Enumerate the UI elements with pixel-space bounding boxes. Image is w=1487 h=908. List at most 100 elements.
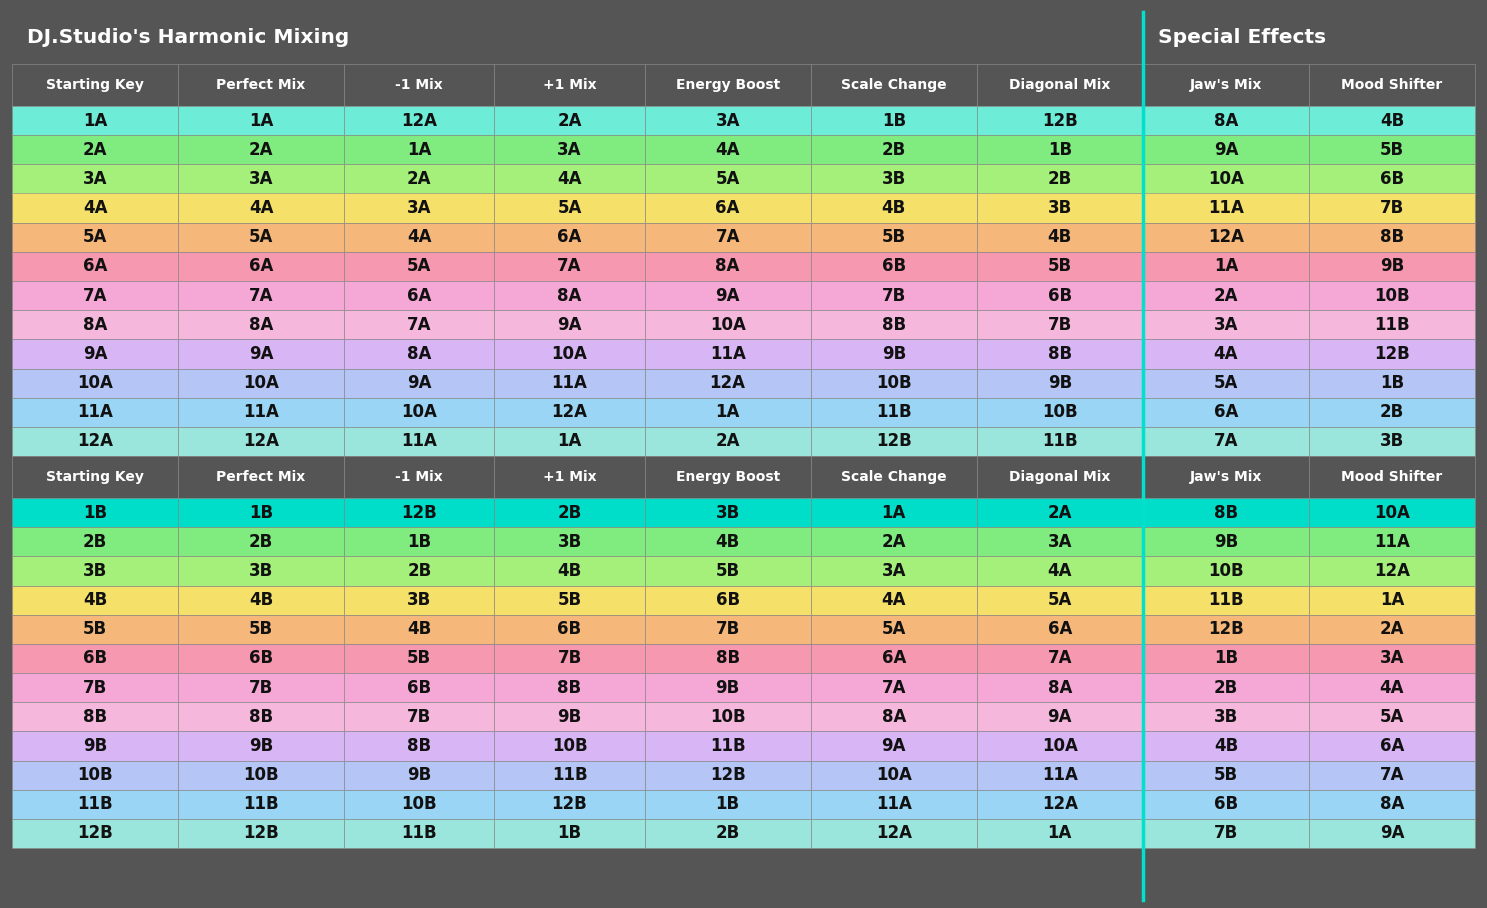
Bar [494, 135, 645, 164]
Bar [178, 281, 343, 311]
Bar [810, 819, 977, 848]
Text: 3B: 3B [715, 504, 741, 521]
Text: 1A: 1A [1048, 824, 1072, 843]
Text: 11B: 11B [552, 766, 587, 785]
Bar [12, 528, 178, 557]
Bar [1144, 340, 1309, 369]
Bar [12, 819, 178, 848]
Text: 7A: 7A [715, 228, 741, 246]
Bar [645, 252, 810, 281]
Text: 6A: 6A [407, 287, 431, 304]
Bar [1144, 427, 1309, 456]
Bar [343, 340, 494, 369]
Text: 5A: 5A [882, 620, 906, 638]
Bar [494, 456, 645, 498]
Bar [1309, 615, 1475, 644]
Text: 8A: 8A [1048, 678, 1072, 696]
Bar [810, 586, 977, 615]
Bar [810, 135, 977, 164]
Text: 7B: 7B [83, 678, 107, 696]
Bar [178, 135, 343, 164]
Text: 8A: 8A [407, 345, 431, 363]
Text: 9B: 9B [1380, 257, 1404, 275]
Bar [1144, 731, 1309, 761]
Bar [977, 252, 1144, 281]
Text: 10A: 10A [709, 316, 745, 334]
Text: 3A: 3A [882, 562, 906, 580]
Bar [343, 761, 494, 790]
Bar [977, 615, 1144, 644]
Text: 11B: 11B [401, 824, 437, 843]
Text: 10B: 10B [1374, 287, 1410, 304]
Bar [12, 12, 1475, 64]
Bar [12, 193, 178, 222]
Bar [178, 398, 343, 427]
Text: 2A: 2A [83, 141, 107, 159]
Bar [810, 557, 977, 586]
Bar [178, 615, 343, 644]
Text: 11B: 11B [709, 737, 745, 755]
Bar [1309, 702, 1475, 731]
Bar [977, 64, 1144, 106]
Bar [1309, 369, 1475, 398]
Text: 7B: 7B [558, 649, 581, 667]
Text: 9B: 9B [248, 737, 274, 755]
Text: 12B: 12B [876, 432, 912, 450]
Text: Perfect Mix: Perfect Mix [217, 78, 306, 92]
Bar [1144, 311, 1309, 340]
Bar [1144, 498, 1309, 528]
Bar [1144, 222, 1309, 252]
Text: 6A: 6A [1380, 737, 1404, 755]
Bar [178, 498, 343, 528]
Bar [494, 398, 645, 427]
Text: 1B: 1B [882, 112, 906, 130]
Text: 7B: 7B [1380, 199, 1404, 217]
Bar [1309, 135, 1475, 164]
Bar [977, 369, 1144, 398]
Text: 12B: 12B [244, 824, 280, 843]
Bar [343, 427, 494, 456]
Bar [645, 427, 810, 456]
Bar [810, 340, 977, 369]
Bar [12, 615, 178, 644]
Bar [1144, 281, 1309, 311]
Bar [977, 222, 1144, 252]
Bar [977, 644, 1144, 673]
Bar [343, 586, 494, 615]
Text: 3A: 3A [558, 141, 581, 159]
Bar [645, 557, 810, 586]
Bar [1309, 193, 1475, 222]
Bar [977, 106, 1144, 135]
Text: 10B: 10B [77, 766, 113, 785]
Bar [645, 193, 810, 222]
Text: 12B: 12B [1207, 620, 1243, 638]
Text: 4B: 4B [1048, 228, 1072, 246]
Text: 8B: 8B [558, 678, 581, 696]
Bar [12, 790, 178, 819]
Bar [645, 819, 810, 848]
Text: -1 Mix: -1 Mix [396, 470, 443, 484]
Text: 9A: 9A [558, 316, 581, 334]
Text: 2B: 2B [407, 562, 431, 580]
Text: 9A: 9A [1047, 707, 1072, 725]
Bar [178, 193, 343, 222]
Text: 9A: 9A [407, 374, 431, 392]
Bar [494, 252, 645, 281]
Bar [977, 790, 1144, 819]
Bar [977, 819, 1144, 848]
Text: Scale Change: Scale Change [842, 470, 947, 484]
Text: 10B: 10B [1207, 562, 1243, 580]
Text: 12A: 12A [709, 374, 745, 392]
Bar [977, 731, 1144, 761]
Bar [494, 702, 645, 731]
Bar [1144, 369, 1309, 398]
Bar [343, 819, 494, 848]
Bar [1309, 456, 1475, 498]
Bar [178, 761, 343, 790]
Text: 1A: 1A [1213, 257, 1239, 275]
Bar [494, 164, 645, 193]
Bar [645, 615, 810, 644]
Text: Mood Shifter: Mood Shifter [1341, 470, 1442, 484]
Text: 1B: 1B [248, 504, 274, 521]
Text: 2A: 2A [558, 112, 581, 130]
